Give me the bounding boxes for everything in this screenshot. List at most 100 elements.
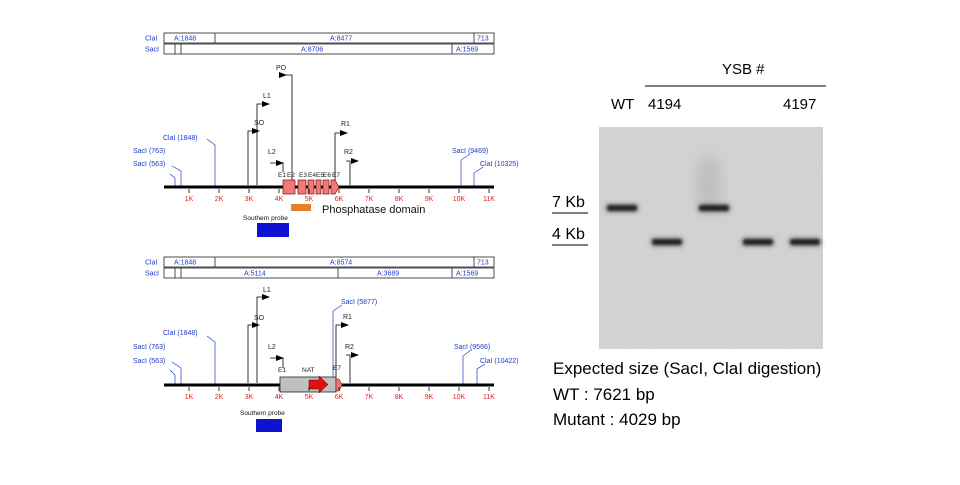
top-exon-label-e5: E5 (316, 172, 324, 179)
top-exon-3-block (307, 179, 315, 195)
top-tick-1k: 1K (185, 196, 194, 203)
top-exon-4-block (315, 179, 322, 195)
bottom-tick-1k: 1K (185, 394, 194, 401)
top-exon-label-e1: E1 (278, 172, 286, 179)
bottom-tick-2k: 2K (215, 394, 224, 401)
bottom-restriction-map: ClaI A:1848 A:8574 713 SacI A:5114 A:368… (133, 256, 519, 432)
top-primer-po: PO (276, 65, 287, 72)
size-marker-7kb: 7 Kb (552, 194, 585, 211)
bottom-tick-4k: 4K (275, 394, 284, 401)
top-saci-row-label: SacI (145, 47, 159, 54)
lane-4-band (743, 239, 773, 245)
blot-bands (605, 203, 822, 247)
nat-label: NAT (302, 367, 315, 374)
bottom-primer-r1: R1 (343, 314, 352, 321)
bottom-site-saci-5877: SacI (5877) (341, 299, 377, 306)
bottom-primer-r2: R2 (345, 344, 354, 351)
caption-wt-size: WT : 7621 bp (553, 385, 655, 404)
bottom-site-saci-763: SacI (763) (133, 344, 165, 351)
bottom-exon-label-e7: E7 (333, 365, 341, 372)
top-clai-row-label: ClaI (145, 36, 158, 43)
top-saci-row-box (163, 43, 495, 55)
lane-label-wt: WT (611, 96, 635, 113)
top-primer-r1: R1 (341, 121, 350, 128)
bottom-saci-seg-2: A:5114 (244, 271, 266, 278)
top-exon-label-e7: E7 (332, 172, 340, 179)
lane-3-smear (696, 155, 722, 215)
bottom-site-clai-10422: ClaI (10422) (480, 358, 519, 365)
top-exon-label-e4: E4 (308, 172, 316, 179)
bottom-site-saci-9566: SacI (9566) (454, 344, 490, 351)
bottom-clai-row-label: ClaI (145, 260, 158, 267)
top-primer-l2: L2 (268, 149, 276, 156)
bottom-tick-5k: 5K (305, 394, 314, 401)
top-clai-seg-3: 713 (477, 36, 489, 43)
top-site-clai-10325: ClaI (10325) (480, 161, 519, 168)
top-tick-11k: 11K (483, 196, 495, 203)
size-marker-4kb: 4 Kb (552, 226, 585, 243)
ysb-group-label: YSB # (722, 61, 765, 78)
top-exon-5-block (322, 179, 330, 195)
bottom-tick-9k: 9K (425, 394, 434, 401)
bottom-tick-7k: 7K (365, 394, 374, 401)
bottom-site-clai-1848: ClaI (1848) (163, 330, 198, 337)
bottom-clai-seg-3: 713 (477, 260, 489, 267)
top-tick-2k: 2K (215, 196, 224, 203)
top-clai-seg-2: A:8477 (330, 36, 352, 43)
top-saci-seg-3: A:1569 (456, 47, 478, 54)
bottom-exon-7-arrow (335, 378, 343, 392)
phosphatase-domain-label: Phosphatase domain (322, 204, 425, 216)
bottom-clai-seg-1: A:1848 (174, 260, 196, 267)
top-tick-8k: 8K (395, 196, 404, 203)
caption-expected-size: Expected size (SacI, ClaI digestion) (553, 359, 822, 378)
bottom-primer-l1: L1 (263, 287, 271, 294)
lane-label-4197: 4197 (783, 96, 817, 113)
top-clai-row-box (163, 32, 495, 44)
top-southern-probe (257, 223, 289, 237)
bottom-exon-label-e1: E1 (278, 367, 286, 374)
bottom-tick-10k: 10K (453, 394, 466, 401)
top-clai-seg-1: A:1848 (174, 36, 196, 43)
bottom-tick-8k: 8K (395, 394, 404, 401)
bottom-tick-3k: 3K (245, 394, 254, 401)
top-tick-10k: 10K (453, 196, 466, 203)
top-site-saci-763: SacI (763) (133, 148, 165, 155)
bottom-saci-row-label: SacI (145, 271, 159, 278)
bottom-saci-row-box (163, 267, 495, 279)
bottom-clai-row-box (163, 256, 495, 268)
top-tick-6k: 6K (335, 196, 344, 203)
bottom-tick-11k: 11K (483, 394, 495, 401)
bottom-saci-seg-3: A:3689 (377, 271, 399, 278)
top-primer-l1: L1 (263, 93, 271, 100)
top-tick-3k: 3K (245, 196, 254, 203)
top-site-clai-1848: ClaI (1848) (163, 135, 198, 142)
top-exon-label-e2: E2 (287, 172, 295, 179)
top-southern-probe-label: Southern probe (243, 215, 288, 222)
lane-5-band (790, 239, 820, 245)
top-primer-r2: R2 (344, 149, 353, 156)
top-exon-2-block (297, 179, 307, 195)
bottom-tick-6k: 6K (335, 394, 344, 401)
top-tick-5k: 5K (305, 196, 314, 203)
bottom-southern-probe (256, 419, 282, 432)
top-saci-seg-2: A:8706 (301, 47, 323, 54)
top-tick-9k: 9K (425, 196, 434, 203)
southern-blot (552, 85, 826, 349)
bottom-primer-so: SO (254, 315, 265, 322)
nat-arrow-icon (308, 375, 329, 394)
top-site-saci-563: SacI (563) (133, 161, 165, 168)
top-exon-label-e3: E3 (299, 172, 307, 179)
phosphatase-domain-bar (291, 204, 311, 211)
top-primer-so: SO (254, 120, 265, 127)
top-exon-1-block (282, 179, 296, 195)
bottom-southern-probe-label: Southern probe (240, 410, 285, 417)
caption-mutant-size: Mutant : 4029 bp (553, 410, 681, 429)
top-tick-7k: 7K (365, 196, 374, 203)
lane-2-band (652, 239, 682, 245)
top-restriction-map: ClaI A:1848 A:8477 713 SacI A:8706 A:156… (133, 32, 519, 237)
lane-1-band (607, 205, 637, 211)
bottom-primer-l2: L2 (268, 344, 276, 351)
bottom-saci-seg-4: A:1569 (456, 271, 478, 278)
